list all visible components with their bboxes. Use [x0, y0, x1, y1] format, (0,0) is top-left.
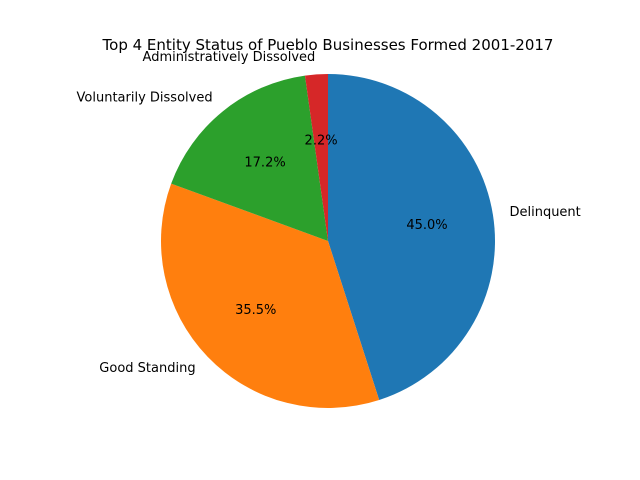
pie-slices: [161, 74, 495, 408]
slice-percent-label: 2.2%: [305, 134, 338, 149]
pie-slice-voluntarily-dissolved: [171, 75, 328, 241]
pie-slice-delinquent: [328, 74, 495, 400]
pie-labels: Delinquent Good Standing Voluntarily Disso…: [77, 50, 581, 376]
pie-slice-good-standing: [161, 183, 380, 408]
slice-label: Voluntarily Dissolved: [77, 91, 213, 106]
slice-percent-label: 45.0%: [406, 218, 447, 233]
slice-percent-label: 17.2%: [244, 156, 285, 171]
pie-slice-administratively-dissolved: [304, 74, 328, 241]
chart-title: Top 4 Entity Status of Pueblo Businesses…: [102, 36, 554, 54]
slice-percent-label: 35.5%: [235, 303, 276, 318]
slice-label: Administratively Dissolved: [143, 50, 316, 65]
slice-label: Delinquent: [509, 205, 580, 220]
slice-label: Good Standing: [99, 361, 195, 376]
pie-percent-labels: 45.0% 35.5% 17.2% 2.2%: [235, 134, 448, 318]
